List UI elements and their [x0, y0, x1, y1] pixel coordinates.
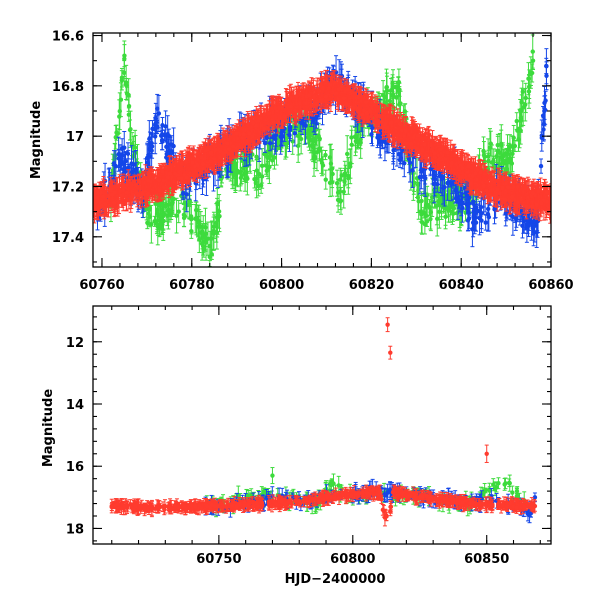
bottom-y-axis-title: Magnitude — [41, 389, 56, 468]
top-x-tick-labels: 60760 60780 60800 60820 60840 60860 — [79, 278, 573, 293]
x-tick-label: 60820 — [349, 278, 394, 293]
bottom-x-tick-labels: 60750 60800 60850 — [196, 552, 509, 567]
bottom-y-tick-labels: 12 14 16 18 — [66, 336, 84, 538]
y-tick-label: 18 — [66, 522, 84, 537]
green-scatter-point — [174, 197, 179, 234]
green-scatter-point — [323, 169, 328, 190]
y-tick-label: 17 — [66, 130, 84, 145]
top-y-axis-title: Magnitude — [29, 101, 44, 180]
x-tick-label: 60800 — [259, 278, 304, 293]
red-data-point — [484, 444, 489, 463]
blue-scatter-point — [538, 158, 544, 174]
green-scatter-point — [189, 223, 194, 239]
red-data-point — [388, 345, 393, 360]
green-scatter-point — [411, 170, 416, 201]
bottom-x-axis-title: HJD−2400000 — [285, 572, 386, 587]
green-scatter-point — [506, 478, 512, 488]
green-scatter-point — [327, 144, 333, 171]
x-tick-label: 60860 — [528, 278, 573, 293]
x-tick-label: 60760 — [79, 278, 124, 293]
bottom-light-curve-panel: 60750 60800 60850 12 14 16 18 Magnitude HJD−2… — [41, 305, 552, 587]
x-tick-label: 60800 — [330, 552, 375, 567]
y-tick-label: 17.4 — [52, 231, 84, 246]
y-tick-label: 16.8 — [52, 80, 84, 95]
bottom-data-marks — [109, 317, 538, 527]
blue-scatter-point — [544, 48, 549, 85]
x-tick-label: 60850 — [464, 552, 509, 567]
x-tick-label: 60840 — [439, 278, 484, 293]
y-tick-label: 16 — [66, 460, 84, 475]
green-scatter-point — [349, 129, 354, 146]
y-tick-label: 12 — [66, 336, 84, 351]
red-data-point — [385, 317, 390, 333]
top-light-curve-panel: 60760 60780 60800 60820 60840 60860 16.616.81… — [29, 30, 574, 293]
x-tick-label: 60780 — [169, 278, 214, 293]
red-scatter-point — [388, 502, 393, 511]
x-tick-label: 60750 — [196, 552, 241, 567]
green-data-point — [270, 467, 275, 485]
green-scatter-point — [176, 200, 181, 224]
green-scatter-point — [323, 149, 328, 161]
y-tick-label: 16.6 — [52, 30, 84, 45]
top-data-marks — [93, 34, 551, 267]
y-tick-label: 14 — [66, 398, 84, 413]
y-tick-label: 17.2 — [52, 180, 84, 195]
top-y-tick-labels: 16.6 16.8 17 17.2 17.4 — [52, 30, 84, 246]
